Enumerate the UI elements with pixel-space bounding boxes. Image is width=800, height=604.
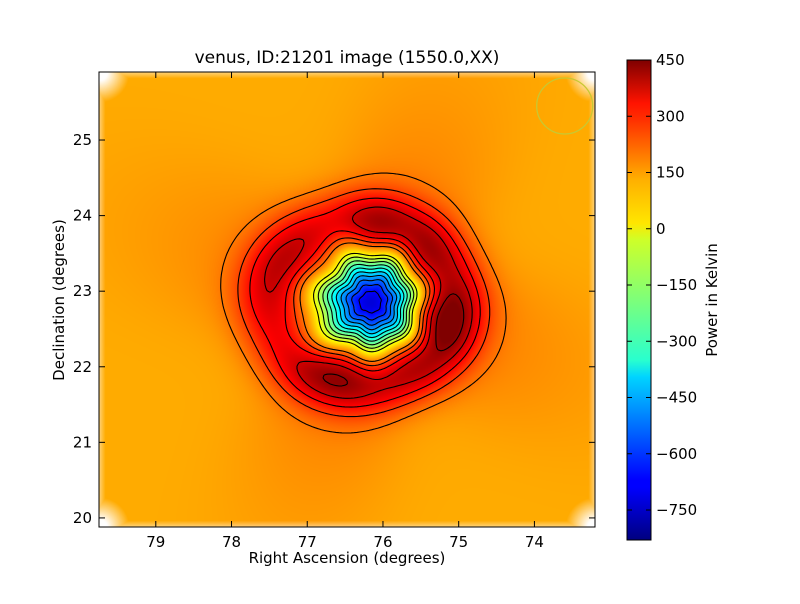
- colorbar-tick-label: −750: [656, 501, 697, 519]
- contour-layer: [220, 172, 507, 434]
- x-tick-label: 79: [146, 533, 165, 551]
- colorbar-tick-label: 450: [656, 51, 685, 69]
- y-axis: 20 21 22 23 24 25: [73, 131, 595, 527]
- colorbar-tick-label: 0: [656, 220, 666, 238]
- y-tick-label: 21: [73, 433, 92, 451]
- contour-line: [345, 279, 394, 326]
- contour-line: [317, 256, 415, 349]
- colorbar-tick-label: 300: [656, 107, 685, 125]
- heatmap-raster: [99, 72, 595, 527]
- y-axis-label: Declination (degrees): [50, 219, 68, 381]
- contour-line: [264, 206, 473, 399]
- x-axis: 79 78 77 76 75 74: [146, 72, 544, 551]
- x-tick-label: 75: [449, 533, 468, 551]
- contour-line: [331, 267, 405, 339]
- y-tick-label: 24: [73, 207, 92, 225]
- contour-line: [220, 172, 507, 434]
- x-tick-label: 76: [373, 533, 392, 551]
- colorbar-tick-label: −150: [656, 276, 697, 294]
- colorbar-tick-label: −600: [656, 445, 697, 463]
- y-tick-label: 22: [73, 358, 92, 376]
- plot-frame: [98, 71, 596, 528]
- contour-line: [313, 252, 418, 353]
- contour-line: [322, 260, 412, 346]
- colorbar-tick-label: −300: [656, 332, 697, 350]
- colorbar-tick-label: −450: [656, 389, 697, 407]
- contour-line: [237, 188, 491, 418]
- x-tick-label: 78: [222, 533, 241, 551]
- colorbar: [626, 59, 652, 541]
- colorbar-label: Power in Kelvin: [703, 243, 721, 357]
- heatmap-image: [99, 72, 595, 527]
- colorbar-tick-label: 150: [656, 164, 685, 182]
- contour-line: [249, 197, 481, 408]
- x-tick-label: 77: [298, 533, 317, 551]
- contour-line: [335, 271, 401, 335]
- y-tick-label: 25: [73, 131, 92, 149]
- x-tick-label: 74: [525, 533, 544, 551]
- colorbar-ticks: 450 300 150 0 −150 −300 −450 −600 −750: [627, 51, 697, 519]
- x-axis-label: Right Ascension (degrees): [249, 549, 446, 567]
- y-tick-label: 20: [73, 509, 92, 527]
- contour-line: [358, 290, 382, 314]
- contour-line: [340, 274, 398, 331]
- y-tick-label: 23: [73, 282, 92, 300]
- contour-line: [351, 284, 389, 321]
- contour-line: [322, 293, 465, 387]
- chart-title: venus, ID:21201 image (1550.0,XX): [195, 48, 500, 68]
- beam-marker: [536, 77, 594, 135]
- contour-line: [326, 263, 408, 342]
